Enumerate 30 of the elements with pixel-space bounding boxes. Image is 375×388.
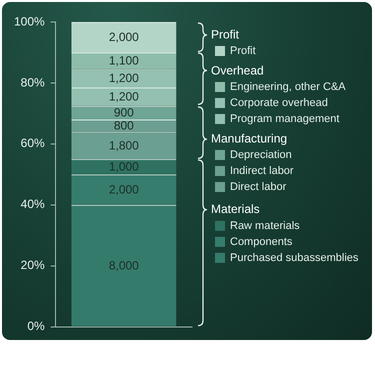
y-tick-label: 20% xyxy=(20,258,46,272)
annotation: 2,000 xyxy=(108,182,140,196)
legend-label: Engineering, other C&A xyxy=(230,81,346,94)
annotation: 1,200 xyxy=(108,71,140,86)
y-tick-label: 100% xyxy=(14,14,46,28)
text: Manufacturing xyxy=(211,131,288,146)
legend-label: Profit xyxy=(230,45,256,58)
text: Materials xyxy=(211,202,260,216)
y-tick-label: 60% xyxy=(20,136,46,150)
legend-label: Indirect labor xyxy=(230,165,294,178)
annotation: 1,800 xyxy=(108,138,140,152)
legend-label: Corporate overhead xyxy=(230,97,328,110)
text: Overhead xyxy=(211,63,264,78)
annotation: 800 xyxy=(114,118,134,132)
annotation: 900 xyxy=(114,105,134,120)
annotation: 2,000 xyxy=(108,30,140,44)
text: Profit xyxy=(211,27,240,42)
legend-label: Depreciation xyxy=(230,149,292,162)
annotation: 1,100 xyxy=(108,54,140,68)
legend-label: Raw materials xyxy=(230,220,300,232)
legend-label: Purchased subassemblies xyxy=(230,252,359,264)
y-tick-label: 40% xyxy=(20,197,46,212)
legend-label: Components xyxy=(230,236,293,248)
legend-label: Direct labor xyxy=(230,181,287,194)
annotation: 1,000 xyxy=(108,160,140,174)
y-tick-label: 80% xyxy=(20,75,46,90)
annotation: 1,200 xyxy=(108,89,140,104)
y-tick-label: 0% xyxy=(27,319,46,334)
legend-label: Program management xyxy=(230,113,340,126)
annotation: 8,000 xyxy=(108,258,140,272)
